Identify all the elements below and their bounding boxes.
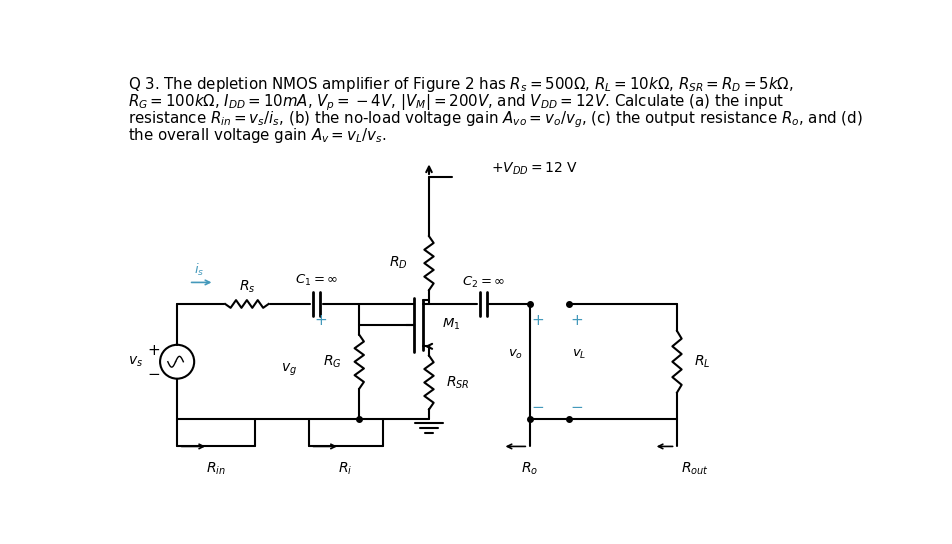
Text: $R_{SR}$: $R_{SR}$	[446, 374, 469, 391]
Text: +: +	[570, 313, 583, 329]
Text: $R_D$: $R_D$	[388, 255, 407, 271]
Text: $v_o$: $v_o$	[508, 348, 524, 361]
Text: $v_L$: $v_L$	[572, 348, 586, 361]
Text: $R_L$: $R_L$	[694, 354, 710, 370]
Text: $C_2 = \infty$: $C_2 = \infty$	[462, 275, 505, 290]
Text: $R_G$: $R_G$	[324, 354, 342, 370]
Text: resistance $R_{in} = v_s/i_s$, (b) the no-load voltage gain $A_{vo} = v_o/v_g$, : resistance $R_{in} = v_s/i_s$, (b) the n…	[129, 109, 863, 130]
Text: $R_G = 100k\Omega$, $I_{DD} = 10mA$, $V_p = -4V$, $|V_M| = 200V$, and $V_{DD} = : $R_G = 100k\Omega$, $I_{DD} = 10mA$, $V_…	[129, 92, 784, 113]
Text: $R_o$: $R_o$	[521, 460, 538, 477]
Text: $i_s$: $i_s$	[193, 262, 204, 278]
Text: $R_{in}$: $R_{in}$	[206, 460, 226, 477]
Text: $-$: $-$	[148, 365, 161, 380]
Text: $v_g$: $v_g$	[282, 361, 298, 378]
Text: $R_i$: $R_i$	[338, 460, 352, 477]
Text: $-$: $-$	[531, 398, 545, 413]
Text: the overall voltage gain $A_v = v_L/v_s$.: the overall voltage gain $A_v = v_L/v_s$…	[129, 126, 387, 145]
Text: +: +	[148, 343, 160, 358]
Text: $C_1 = \infty$: $C_1 = \infty$	[295, 273, 338, 288]
Text: $-$: $-$	[569, 398, 583, 413]
Text: Q 3. The depletion NMOS amplifier of Figure 2 has $R_s = 500\Omega$, $R_L = 10k\: Q 3. The depletion NMOS amplifier of Fig…	[129, 75, 794, 94]
Text: +: +	[314, 313, 327, 329]
Text: $R_s$: $R_s$	[239, 279, 255, 295]
Text: $v_s$: $v_s$	[128, 355, 143, 369]
Text: $+V_{DD} = 12$ V: $+V_{DD} = 12$ V	[491, 161, 578, 177]
Text: $M_1$: $M_1$	[442, 317, 461, 332]
Text: $R_{out}$: $R_{out}$	[681, 460, 708, 477]
Text: +: +	[531, 313, 544, 329]
